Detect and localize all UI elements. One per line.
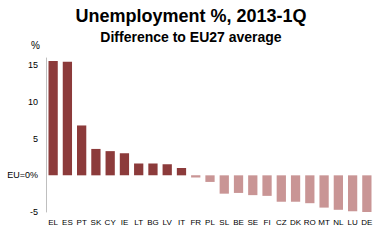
svg-text:PT: PT [77,218,87,227]
svg-text:PL: PL [205,218,215,227]
svg-text:FI: FI [263,218,270,227]
svg-text:LV: LV [163,218,173,227]
svg-text:ES: ES [62,218,73,227]
svg-text:IE: IE [121,218,129,227]
svg-text:BE: BE [233,218,244,227]
svg-text:5: 5 [33,134,38,144]
svg-text:EL: EL [48,218,58,227]
svg-text:15: 15 [28,60,38,70]
svg-text:DE: DE [361,218,372,227]
svg-text:CY: CY [105,218,117,227]
svg-text:FR: FR [190,218,201,227]
svg-text:RO: RO [304,218,316,227]
svg-text:SL: SL [219,218,229,227]
svg-text:LU: LU [347,218,357,227]
svg-text:SK: SK [91,218,102,227]
svg-text:MT: MT [318,218,330,227]
svg-text:BG: BG [147,218,159,227]
svg-text:DK: DK [290,218,302,227]
svg-text:LT: LT [134,218,143,227]
svg-text:Unemployment %, 2013-1Q: Unemployment %, 2013-1Q [75,6,306,26]
svg-text:EU=0%: EU=0% [7,170,38,180]
svg-text:10: 10 [28,97,38,107]
svg-text:NL: NL [333,218,344,227]
svg-text:IT: IT [178,218,185,227]
svg-text:Difference to EU27 average: Difference to EU27 average [100,29,282,45]
svg-text:SE: SE [247,218,258,227]
svg-text:-5: -5 [30,207,38,217]
svg-text:CZ: CZ [276,218,287,227]
svg-text:%: % [31,40,40,51]
